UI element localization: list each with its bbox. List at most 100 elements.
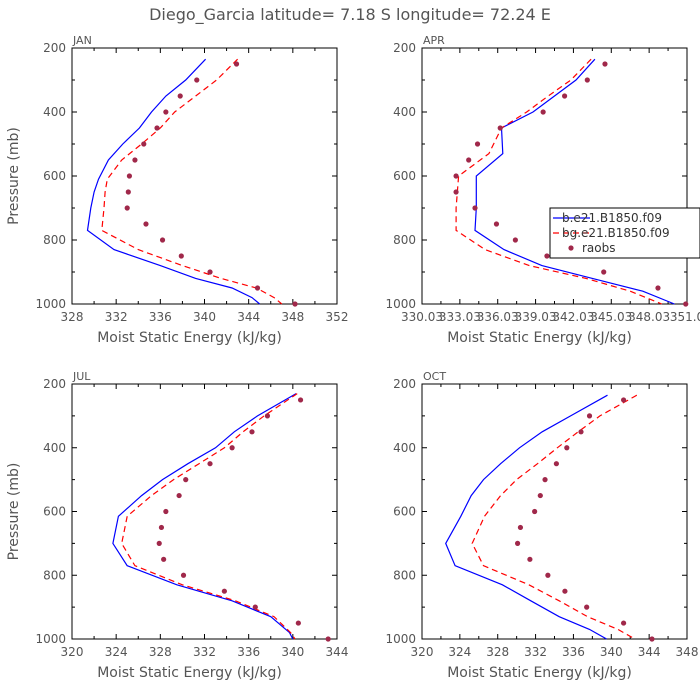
y-tick-label: 200 (393, 377, 416, 391)
panel-oct: OCT 320 324 328 332 336 340 344 348 200 400 600 800 1… (385, 370, 698, 681)
y-tick-label: 200 (393, 41, 416, 55)
x-tick-label: 333.03 (439, 310, 481, 324)
x-tick-label: 324 (105, 645, 128, 659)
raobs-point (125, 189, 131, 195)
x-tick-label: 340 (193, 310, 216, 324)
x-tick-label: 320 (411, 645, 434, 659)
y-tick-label: 600 (43, 169, 66, 183)
raobs-point (141, 141, 147, 147)
raobs-point (474, 141, 481, 147)
raobs-point (545, 572, 551, 578)
x-tick-label: 336 (149, 310, 172, 324)
legend-marker-raobs (568, 245, 574, 251)
figure-title: Diego_Garcia latitude= 7.18 S longitude=… (149, 5, 551, 25)
raobs-point (578, 429, 584, 435)
raobs-point (542, 477, 548, 483)
y-tick-label: 200 (43, 377, 66, 391)
y-tick-label: 800 (393, 233, 416, 247)
raobs-point (194, 77, 200, 83)
raobs-point (221, 588, 227, 594)
raobs-point (229, 445, 235, 451)
raobs-point (183, 477, 189, 483)
y-tick-label: 800 (43, 568, 66, 582)
y-tick-label: 400 (393, 105, 416, 119)
raobs-point (540, 109, 546, 115)
raobs-point (584, 604, 590, 610)
x-tick-label: 351.0 (670, 310, 700, 324)
plot-frame (421, 383, 688, 640)
x-tick-label: 328 (61, 310, 84, 324)
y-axis-label: Pressure (mb) (6, 127, 22, 225)
raobs-point (264, 413, 271, 419)
raobs-point (620, 620, 627, 626)
legend-label: raobs (582, 241, 616, 255)
series-line-dashed (455, 58, 663, 305)
plot-frame (71, 383, 338, 640)
raobs-point (532, 508, 538, 515)
raobs-point (158, 524, 165, 531)
raobs-point (161, 556, 167, 562)
x-tick-label: 339.03 (515, 310, 557, 324)
x-tick-label: 340 (281, 645, 304, 659)
raobs-point (177, 93, 183, 99)
raobs-point (178, 253, 184, 259)
x-tick-label: 336 (237, 645, 260, 659)
raobs-point (453, 173, 459, 179)
raobs-point (325, 636, 331, 642)
x-tick-label: 345.03 (590, 310, 632, 324)
series-line-solid (86, 58, 261, 305)
y-tick-label: 600 (393, 169, 416, 183)
raobs-point (602, 61, 608, 67)
panel-apr: APR330.03333.03336.03339.03342.03345.033… (385, 34, 700, 346)
raobs-point (143, 221, 149, 227)
raobs-point (292, 301, 298, 307)
raobs-point (620, 397, 627, 403)
legend-label: b.e21.B1850.f09 (562, 211, 662, 225)
plot-frame (71, 47, 338, 305)
x-tick-label: 324 (448, 645, 471, 659)
panel-tag: APR (423, 34, 445, 47)
legend-label: bg.e21.B1850.f09 (562, 226, 670, 240)
x-tick-label: 352 (326, 310, 349, 324)
raobs-point (586, 413, 593, 419)
y-tick-label: 200 (43, 41, 66, 55)
raobs-point (233, 61, 240, 67)
x-tick-label: 336 (562, 645, 585, 659)
raobs-point (156, 540, 162, 546)
raobs-point (163, 109, 169, 115)
raobs-point (562, 588, 568, 594)
panel-jan: JAN 328 332 336 340 344 348 352 200 400 600 800 1000… (6, 34, 348, 346)
x-tick-label: 336.03 (477, 310, 519, 324)
raobs-point (254, 285, 261, 291)
x-tick-label: 344 (326, 645, 349, 659)
raobs-point (544, 253, 550, 259)
raobs-point (584, 77, 590, 83)
x-tick-label: 328 (149, 645, 172, 659)
x-axis-label: Moist Static Energy (kJ/kg) (447, 665, 632, 681)
raobs-point (466, 157, 472, 163)
raobs-point (601, 269, 607, 275)
y-tick-label: 400 (43, 105, 66, 119)
x-tick-label: 332 (193, 645, 216, 659)
y-tick-label: 600 (393, 505, 416, 519)
raobs-point (132, 157, 138, 163)
x-tick-label: 348.03 (628, 310, 670, 324)
y-tick-label: 800 (43, 233, 66, 247)
raobs-point (512, 237, 518, 243)
raobs-point (683, 301, 689, 307)
x-tick-label: 332 (524, 645, 547, 659)
raobs-point (159, 237, 166, 243)
raobs-point (297, 397, 304, 403)
raobs-point (295, 620, 301, 626)
y-tick-label: 800 (393, 568, 416, 582)
y-tick-label: 400 (43, 441, 66, 455)
raobs-point (537, 492, 543, 499)
raobs-point (163, 508, 169, 515)
raobs-point (527, 556, 533, 562)
panel-jul: JUL 320 324 328 332 336 340 344 200 400 600 800 1000… (6, 370, 348, 681)
panels: JAN 328 332 336 340 344 348 352 200 400 600 800 1000… (6, 34, 700, 681)
raobs-point (561, 93, 568, 99)
x-axis-label: Moist Static Energy (kJ/kg) (447, 330, 632, 346)
series-line-solid (112, 393, 297, 640)
